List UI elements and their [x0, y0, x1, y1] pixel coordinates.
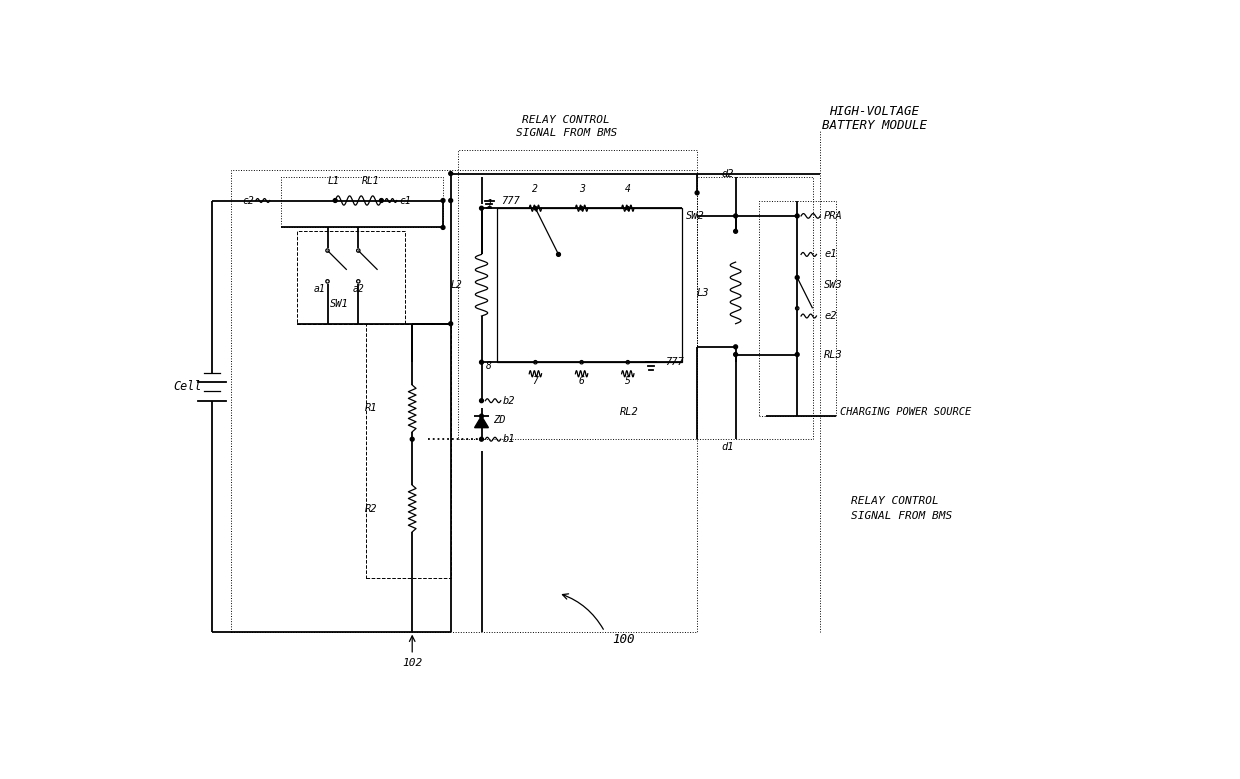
Text: RL1: RL1	[362, 176, 379, 186]
Text: BATTERY MODULE: BATTERY MODULE	[822, 118, 926, 132]
Text: b1: b1	[503, 434, 516, 444]
Text: R1: R1	[365, 404, 377, 414]
Text: L1: L1	[327, 176, 340, 186]
Text: SW1: SW1	[330, 299, 348, 309]
Text: R2: R2	[365, 503, 377, 513]
Circle shape	[379, 199, 383, 203]
Text: 6: 6	[579, 376, 584, 386]
Text: 3: 3	[579, 184, 584, 194]
Bar	[697, 178, 812, 439]
Text: a2: a2	[352, 284, 365, 294]
Circle shape	[696, 191, 699, 195]
Circle shape	[480, 360, 484, 364]
Circle shape	[480, 206, 484, 210]
Text: SIGNAL FROM BMS: SIGNAL FROM BMS	[516, 128, 616, 138]
Circle shape	[795, 276, 799, 280]
Text: CHARGING POWER SOURCE: CHARGING POWER SOURCE	[839, 407, 971, 418]
Bar	[759, 200, 836, 416]
Text: Cell: Cell	[174, 380, 202, 393]
Circle shape	[334, 199, 337, 203]
Circle shape	[441, 226, 445, 229]
Text: RL3: RL3	[825, 350, 843, 360]
Text: 102: 102	[402, 657, 423, 668]
Text: 777: 777	[665, 358, 683, 367]
Bar	[497, 208, 682, 362]
Circle shape	[734, 229, 738, 233]
Text: SIGNAL FROM BMS: SIGNAL FROM BMS	[851, 511, 952, 521]
Bar	[459, 150, 697, 439]
Text: d1: d1	[722, 442, 734, 452]
Text: SW2: SW2	[686, 211, 704, 221]
Bar	[296, 231, 404, 324]
Circle shape	[795, 214, 799, 218]
Circle shape	[449, 199, 453, 203]
Text: a1: a1	[314, 284, 326, 294]
Text: RELAY CONTROL: RELAY CONTROL	[851, 495, 939, 506]
Circle shape	[480, 437, 484, 441]
Text: RELAY CONTROL: RELAY CONTROL	[522, 115, 610, 125]
Circle shape	[410, 437, 414, 441]
Circle shape	[480, 399, 484, 403]
Text: RL2: RL2	[620, 407, 639, 418]
Text: b2: b2	[503, 396, 516, 406]
Text: 2: 2	[532, 184, 538, 194]
Text: c2: c2	[243, 196, 254, 206]
Text: L2: L2	[450, 280, 463, 291]
Text: c1: c1	[399, 196, 410, 206]
Text: 777: 777	[501, 196, 520, 206]
Text: L3: L3	[696, 288, 708, 298]
Circle shape	[734, 214, 738, 218]
Circle shape	[449, 171, 453, 175]
Bar	[366, 324, 450, 578]
Circle shape	[795, 353, 799, 357]
Circle shape	[480, 414, 484, 418]
Text: 100: 100	[613, 633, 635, 646]
Text: 5: 5	[625, 376, 631, 386]
Text: SW3: SW3	[825, 280, 843, 291]
Text: 8: 8	[486, 361, 492, 371]
Circle shape	[449, 322, 453, 326]
Circle shape	[441, 199, 445, 203]
Text: d2: d2	[722, 168, 734, 178]
Text: e1: e1	[825, 249, 837, 259]
Text: 4: 4	[625, 184, 631, 194]
Circle shape	[557, 252, 560, 256]
Bar	[281, 178, 443, 227]
Circle shape	[734, 345, 738, 349]
Bar	[231, 170, 697, 632]
Text: e2: e2	[825, 311, 837, 321]
Text: PRA: PRA	[825, 211, 843, 221]
Circle shape	[734, 353, 738, 357]
Text: 1: 1	[486, 199, 492, 210]
Text: HIGH-VOLTAGE: HIGH-VOLTAGE	[830, 105, 919, 118]
Text: 7: 7	[532, 376, 538, 386]
Text: ZD: ZD	[494, 415, 506, 425]
Polygon shape	[475, 416, 489, 428]
